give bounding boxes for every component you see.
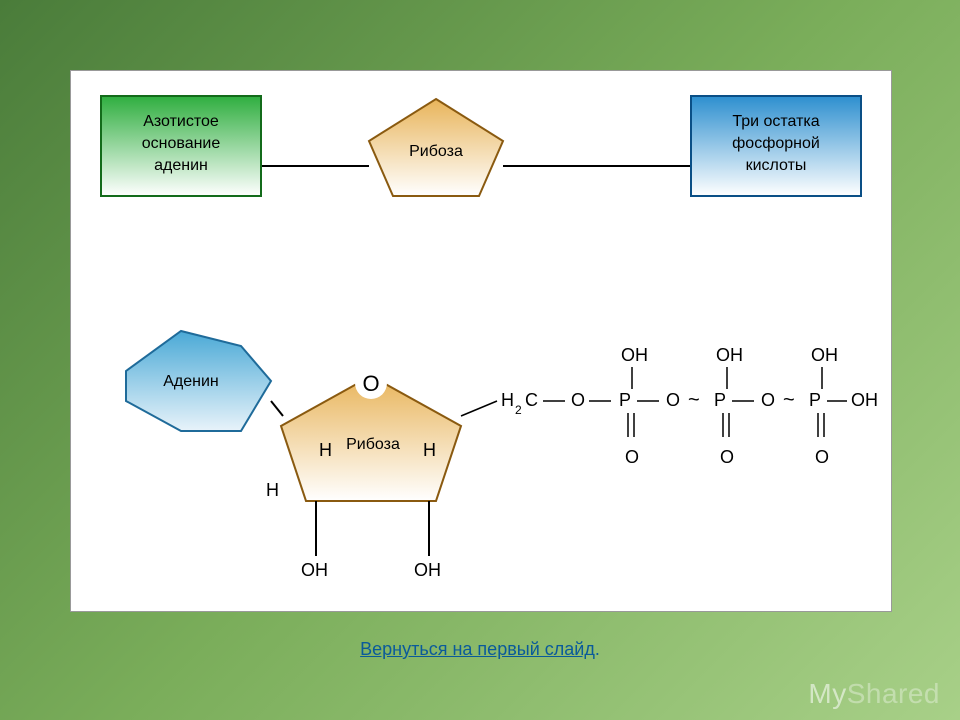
box-phosphate-line2: фосфорной: [732, 135, 820, 152]
phosphate-O-bottom: O: [815, 447, 829, 467]
tilde: ~: [688, 389, 700, 411]
phosphate-OH-top: OH: [811, 345, 838, 365]
atom-C: C: [525, 390, 538, 410]
pentagon-ribose-top-label: Рибоза: [409, 143, 463, 160]
bond-line: [461, 401, 497, 416]
ribose-bottom-label: Рибоза: [346, 436, 400, 453]
tilde: ~: [783, 389, 795, 411]
phosphate-OH-top: OH: [621, 345, 648, 365]
atom-P: P: [619, 390, 631, 410]
watermark-prefix: My: [808, 678, 846, 709]
phosphate-O-bottom: O: [625, 447, 639, 467]
H-label: H: [319, 440, 332, 460]
box-phosphate-line1: Три остатка: [732, 113, 819, 130]
phosphate-OH-top: OH: [716, 345, 743, 365]
box-nitrogen-base-line2: основание: [142, 135, 221, 152]
watermark-rest: Shared: [847, 678, 940, 709]
atom-O: O: [571, 390, 585, 410]
atom-P: P: [809, 390, 821, 410]
H-label: H: [423, 440, 436, 460]
box-phosphate-line3: кислоты: [746, 157, 807, 174]
return-link-suffix: .: [595, 639, 600, 659]
return-link-line: Вернуться на первый слайд.: [0, 639, 960, 660]
bond-line: [271, 401, 283, 416]
atom-O: O: [761, 390, 775, 410]
adenine-label: Аденин: [163, 373, 219, 390]
watermark: MyShared: [808, 678, 940, 710]
atom-P: P: [714, 390, 726, 410]
atom-H: H: [501, 390, 514, 410]
OH-label: OH: [414, 560, 441, 580]
diagram-panel: Азотистое основание аденин Рибоза Три ос…: [70, 70, 892, 612]
return-link-text: Вернуться на первый слайд: [360, 639, 595, 659]
phosphate-O-bottom: O: [720, 447, 734, 467]
diagram-svg: Азотистое основание аденин Рибоза Три ос…: [71, 71, 891, 611]
return-link[interactable]: Вернуться на первый слайд: [360, 639, 595, 659]
ribose-O-label: O: [362, 371, 379, 396]
sub-2: 2: [515, 403, 522, 417]
box-nitrogen-base-line3: аденин: [154, 157, 208, 174]
H-label: H: [266, 480, 279, 500]
atom-O: O: [666, 390, 680, 410]
box-nitrogen-base-line1: Азотистое: [143, 113, 219, 130]
OH-label: OH: [301, 560, 328, 580]
atom-OH-end: OH: [851, 390, 878, 410]
